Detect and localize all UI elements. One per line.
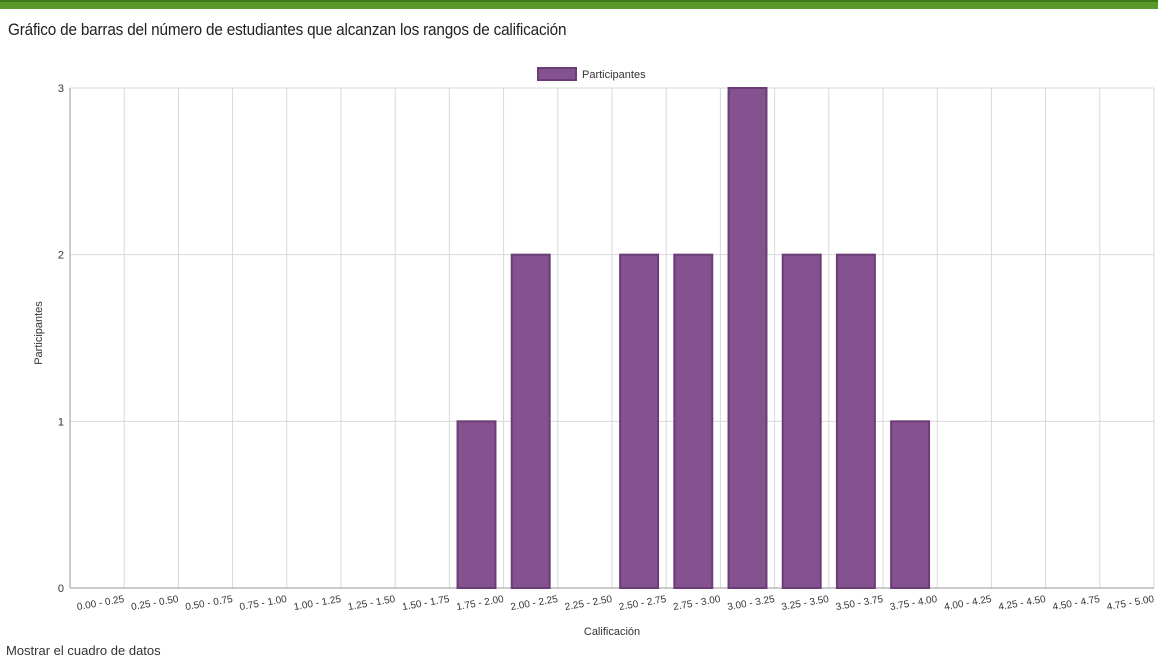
x-tick-label: 1.00 - 1.25 — [293, 594, 342, 613]
bar-375-400 — [891, 421, 929, 588]
x-tick-label: 0.00 - 0.25 — [76, 594, 125, 613]
x-tick-label: 3.00 - 3.25 — [727, 594, 776, 613]
y-tick-label: 1 — [58, 416, 64, 428]
show-data-table-link[interactable]: Mostrar el cuadro de datos — [6, 643, 161, 658]
x-axis-title: Calificación — [584, 626, 640, 638]
x-tick-label: 4.00 - 4.25 — [943, 594, 992, 613]
x-tick-label: 3.75 - 4.00 — [889, 594, 938, 613]
bar-175-200 — [458, 421, 496, 588]
x-tick-label: 1.50 - 1.75 — [401, 594, 450, 613]
bar-300-325 — [729, 88, 767, 588]
x-tick-label: 3.25 - 3.50 — [781, 594, 830, 613]
x-tick-label: 4.50 - 4.75 — [1052, 594, 1101, 613]
x-tick-label: 1.75 - 2.00 — [456, 594, 505, 613]
legend-swatch — [538, 68, 576, 80]
x-tick-label: 2.00 - 2.25 — [510, 594, 559, 613]
x-tick-label: 4.25 - 4.50 — [998, 594, 1047, 613]
x-tick-label: 0.25 - 0.50 — [130, 594, 179, 613]
y-tick-label: 0 — [58, 583, 64, 595]
y-axis-title: Participantes — [33, 301, 45, 365]
y-tick-label: 2 — [58, 250, 64, 262]
bar-350-375 — [837, 255, 875, 588]
x-tick-label: 0.50 - 0.75 — [185, 594, 234, 613]
x-tick-label: 4.75 - 5.00 — [1106, 594, 1155, 613]
bar-chart: 0 1 2 3 0.00 - 0.25 0.25 - 0.50 0.50 - 0.75 0.7… — [0, 0, 1158, 640]
x-tick-label: 2.50 - 2.75 — [618, 594, 667, 613]
bar-250-275 — [620, 255, 658, 588]
legend-label: Participantes — [582, 69, 646, 81]
x-tick-label: 0.75 - 1.00 — [239, 594, 288, 613]
y-tick-label: 3 — [58, 83, 64, 95]
bar-200-225 — [512, 255, 550, 588]
x-tick-label: 3.50 - 3.75 — [835, 594, 884, 613]
x-tick-label: 2.25 - 2.50 — [564, 594, 613, 613]
x-tick-label: 2.75 - 3.00 — [672, 594, 721, 613]
bar-275-300 — [674, 255, 712, 588]
x-tick-label: 1.25 - 1.50 — [347, 594, 396, 613]
bar-325-350 — [783, 255, 821, 588]
